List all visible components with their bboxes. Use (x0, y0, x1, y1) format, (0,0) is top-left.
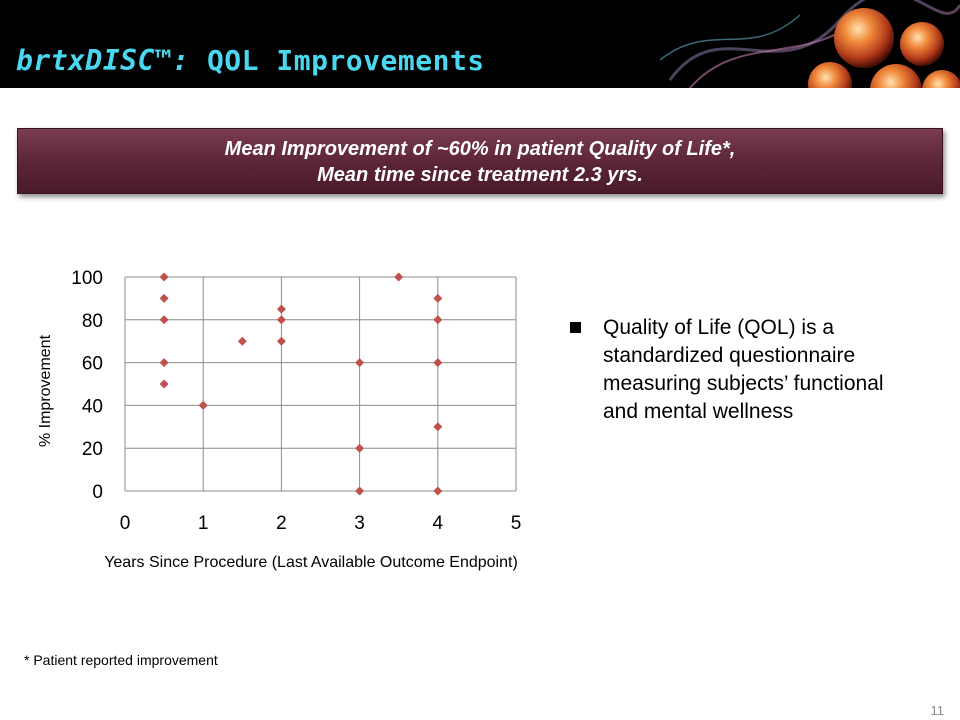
data-point (355, 443, 365, 453)
data-points (159, 272, 443, 496)
x-tick-label: 3 (354, 513, 365, 534)
page-number: 11 (930, 703, 945, 718)
slide-title: brtxDISC™: QOL Improvements (16, 44, 485, 77)
y-tick-label: 100 (71, 268, 103, 289)
title-bar: brtxDISC™: QOL Improvements (0, 0, 960, 88)
bullet-marker-icon (570, 322, 581, 333)
bullet-text: Quality of Life (QOL) is a standardized … (603, 316, 884, 423)
x-tick-label: 2 (276, 513, 287, 534)
data-point (276, 315, 286, 325)
banner-line-1: Mean Improvement of ~60% in patient Qual… (224, 138, 736, 160)
footnote: * Patient reported improvement (24, 652, 218, 668)
data-point (159, 272, 169, 282)
data-point (433, 422, 443, 432)
data-point (433, 358, 443, 368)
bullet-item: Quality of Life (QOL) is a standardized … (570, 314, 910, 426)
y-tick-label: 20 (82, 439, 103, 460)
y-tick-label: 40 (82, 396, 103, 417)
x-tick-label: 4 (433, 513, 444, 534)
data-point (355, 486, 365, 496)
y-tick-label: 60 (82, 354, 103, 375)
x-tick-label: 0 (120, 513, 131, 534)
y-tick-label: 80 (82, 311, 103, 332)
decorative-spheres-image (660, 0, 960, 88)
data-point (433, 486, 443, 496)
grid-lines (124, 276, 517, 492)
data-point (237, 336, 247, 346)
data-point (276, 304, 286, 314)
tick-labels: 0 20 40 60 80 100 0 1 2 3 4 5 (71, 268, 521, 534)
data-point (159, 315, 169, 325)
x-tick-label: 1 (198, 513, 209, 534)
y-tick-label: 0 (92, 482, 103, 503)
banner-line-2: Mean time since treatment 2.3 yrs. (317, 164, 643, 186)
data-point (276, 336, 286, 346)
data-point (394, 272, 404, 282)
slide-title-text: QOL Improvements (206, 44, 485, 77)
data-point (433, 315, 443, 325)
summary-banner: Mean Improvement of ~60% in patient Qual… (17, 128, 943, 194)
data-point (433, 293, 443, 303)
data-point (159, 358, 169, 368)
x-axis-label: Years Since Procedure (Last Available Ou… (104, 554, 518, 571)
y-axis-label: % Improvement (37, 334, 54, 447)
brand-name: brtxDISC™: (16, 44, 190, 77)
data-point (198, 400, 208, 410)
data-point (355, 358, 365, 368)
data-point (159, 379, 169, 389)
data-point (159, 293, 169, 303)
x-tick-label: 5 (511, 513, 522, 534)
